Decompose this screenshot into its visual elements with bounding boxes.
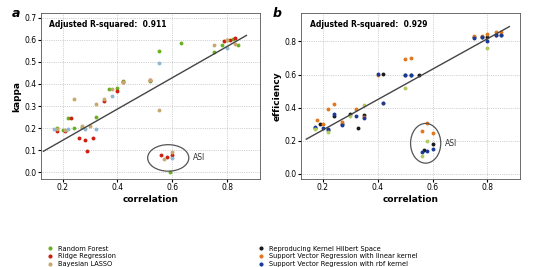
Legend: Reproducing Kernel Hilbert Space, Support Vector Regression with linear kernel, : Reproducing Kernel Hilbert Space, Suppor… [255,246,418,267]
Text: Adjusted R-squared:  0.911: Adjusted R-squared: 0.911 [49,20,167,29]
Text: ASI: ASI [445,139,457,148]
Text: a: a [12,7,21,20]
X-axis label: correlation: correlation [122,195,178,204]
Text: ASI: ASI [193,154,205,162]
Y-axis label: efficiency: efficiency [273,71,282,121]
Text: Adjusted R-squared:  0.929: Adjusted R-squared: 0.929 [309,20,427,29]
Y-axis label: kappa: kappa [12,81,22,112]
Text: b: b [272,7,281,20]
Legend: Random Forest, Ridge Regression, Bayesian LASSO: Random Forest, Ridge Regression, Bayesia… [43,246,116,267]
X-axis label: correlation: correlation [383,195,438,204]
